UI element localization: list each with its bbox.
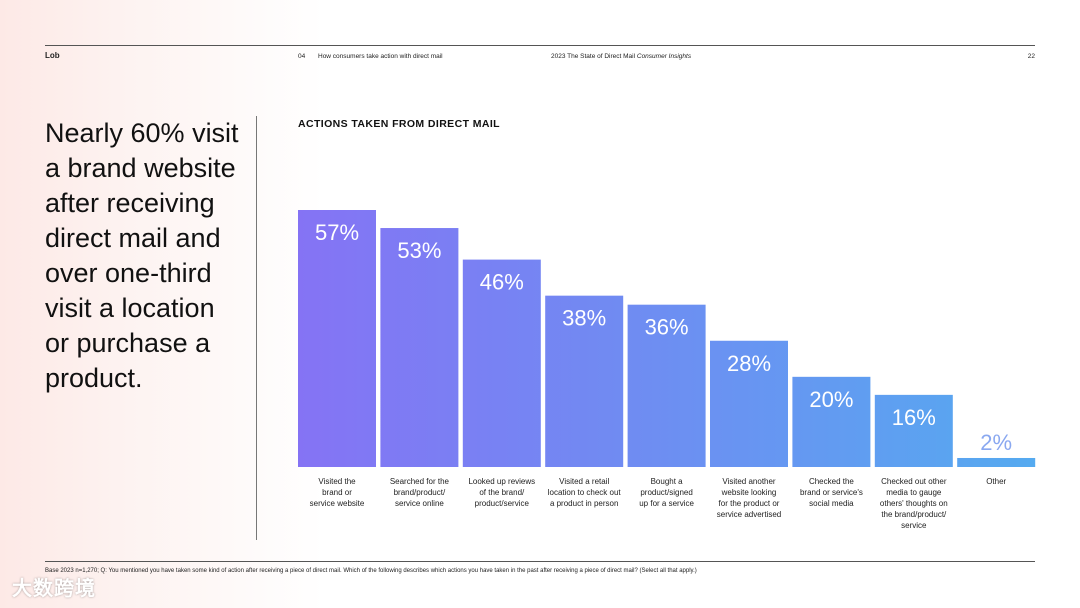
footnote: Base 2023 n=1,270; Q: You mentioned you … <box>45 568 697 574</box>
category-label-4: Visited a retail location to check out a p… <box>548 477 622 508</box>
category-label-3: Looked up reviews of the brand/product/se… <box>468 477 535 508</box>
data-label-5: 36% <box>645 315 689 340</box>
report-title-main: 2023 The State of Direct Mail <box>551 53 636 60</box>
brand-logo: Lob <box>45 51 60 60</box>
data-label-7: 20% <box>809 387 853 412</box>
category-label-8: Checked out other media to gauge others' t… <box>880 477 948 530</box>
footer-rule <box>45 561 1035 562</box>
category-label-5: Bought a product/signed up for a service <box>639 477 694 508</box>
data-label-9: 2% <box>980 430 1012 455</box>
bar-1 <box>298 210 376 467</box>
page-number: 22 <box>1027 53 1035 60</box>
bar-6 <box>710 340 788 467</box>
category-label-7: Checked the brand or service's social medi… <box>800 477 863 508</box>
bar-7 <box>792 376 871 467</box>
data-label-6: 28% <box>727 351 771 376</box>
category-label-9: Other <box>986 477 1006 486</box>
section-title: How consumers take action with direct ma… <box>318 53 443 60</box>
section-number: 04 <box>298 53 306 60</box>
bar-4 <box>545 295 624 467</box>
bar-3 <box>462 259 541 467</box>
vertical-divider <box>256 116 257 540</box>
bar-2 <box>380 228 459 467</box>
report-title: 2023 The State of Direct Mail Consumer I… <box>551 53 691 60</box>
report-subtitle: Consumer Insights <box>636 53 692 60</box>
data-label-2: 53% <box>397 238 441 263</box>
chart-title: ACTIONS TAKEN FROM DIRECT MAIL <box>298 118 500 130</box>
bar-8 <box>874 394 953 467</box>
data-label-3: 46% <box>480 270 524 295</box>
category-label-6: Visited another website looking for the pr… <box>717 477 781 519</box>
category-label-1: Visited the brand or service website <box>310 477 365 508</box>
header-rule <box>45 45 1035 46</box>
bar-5 <box>627 304 706 467</box>
watermark-logo: 大数跨境 <box>12 578 96 600</box>
category-label-2: Searched for the brand/product/service on… <box>390 477 450 508</box>
data-label-4: 38% <box>562 306 606 331</box>
data-label-8: 16% <box>892 405 936 430</box>
bar-9 <box>957 457 1036 467</box>
page-headline: Nearly 60% visit a brand website after r… <box>45 118 239 393</box>
data-label-1: 57% <box>315 220 359 245</box>
